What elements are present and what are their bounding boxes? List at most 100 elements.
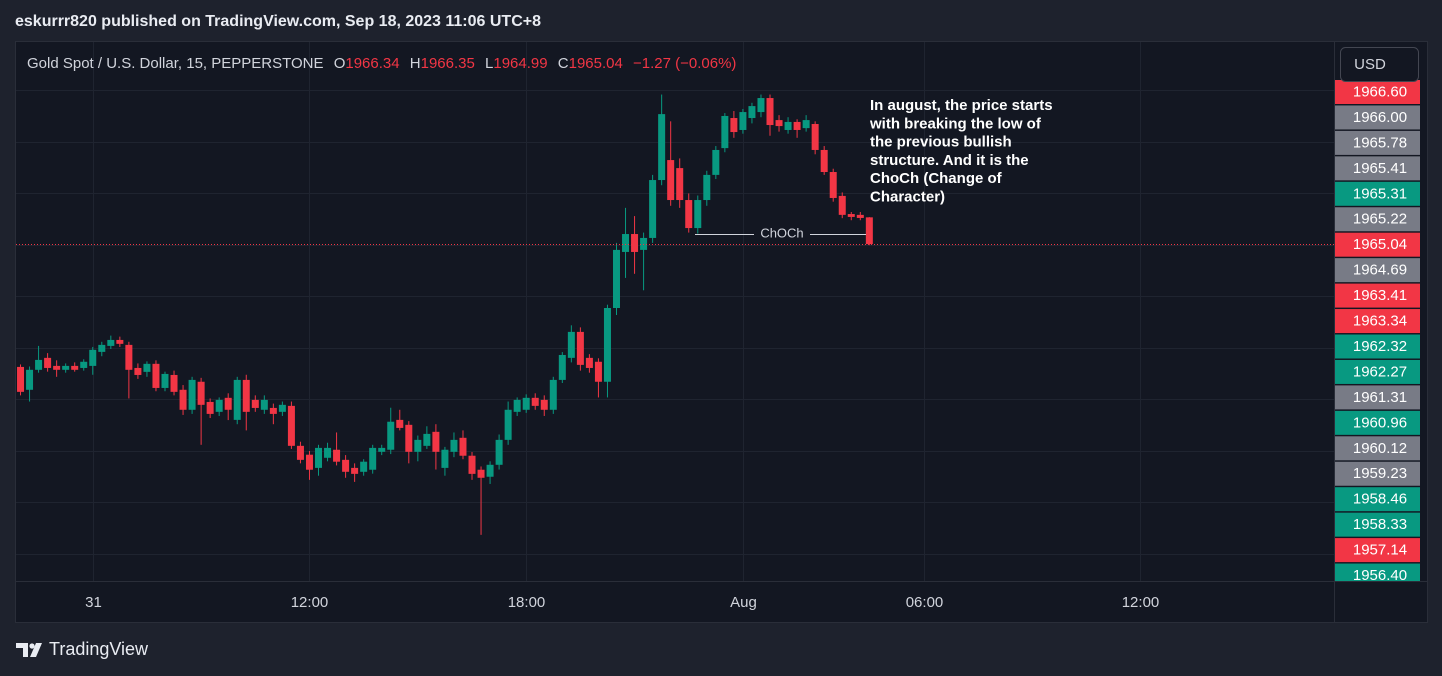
price-badge — [1335, 283, 1420, 308]
price-badge — [1335, 207, 1420, 232]
candle-body — [35, 359, 43, 370]
candle-body — [865, 217, 873, 245]
price-badge-label: 1965.04 — [1353, 236, 1407, 253]
candle-body — [748, 106, 756, 119]
candles — [16, 94, 1334, 535]
candle-body — [585, 357, 593, 368]
change: −1.27 (−0.06%) — [633, 55, 736, 72]
annotation-line: In august, the price starts — [870, 97, 1053, 114]
candle-body — [143, 363, 151, 372]
annotation-line: Character) — [870, 188, 945, 205]
candle-body — [89, 349, 97, 366]
annotation-line: with breaking the low of — [869, 115, 1042, 132]
candle-body — [856, 214, 864, 218]
ohlc-label: C — [558, 55, 569, 72]
currency-button[interactable] — [1340, 47, 1419, 82]
candle-body — [342, 459, 350, 472]
currency-label[interactable]: USD — [1354, 56, 1386, 73]
price-badge-label: 1966.60 — [1353, 83, 1407, 100]
candle-body — [179, 389, 187, 410]
candle-body — [730, 118, 738, 133]
candle-body — [324, 447, 332, 458]
candle-body — [622, 234, 630, 252]
candle-body — [387, 421, 395, 450]
x-tick-label: 06:00 — [906, 594, 944, 611]
candle-body — [504, 409, 512, 440]
candle-body — [98, 344, 106, 352]
candle-body — [829, 172, 837, 198]
logo — [16, 643, 42, 657]
candle-body — [414, 439, 422, 452]
candle-body — [107, 339, 115, 346]
candle-body — [567, 331, 575, 358]
candle-body — [396, 419, 404, 428]
candle-body — [152, 363, 160, 388]
candle-body — [576, 331, 584, 365]
candle-body — [305, 454, 313, 470]
price-badge-label: 1965.78 — [1353, 134, 1407, 151]
level-label: ChOCh — [760, 225, 803, 240]
candle-body — [603, 307, 611, 382]
price-badge — [1335, 436, 1420, 461]
candle-body — [405, 424, 413, 452]
price-badge — [1335, 80, 1420, 104]
price-badge-label: 1965.41 — [1353, 160, 1407, 177]
candle-body — [333, 449, 341, 462]
candle-body — [423, 433, 431, 446]
ohlc-label: H — [410, 55, 421, 72]
price-badge-label: 1959.23 — [1353, 465, 1407, 482]
price-badge — [1335, 181, 1420, 206]
candle-body — [486, 464, 494, 477]
price-badge-label: 1963.34 — [1353, 313, 1407, 330]
candle-body — [631, 234, 639, 252]
x-tick-label: 18:00 — [508, 594, 546, 611]
price-badge — [1335, 410, 1420, 435]
candle-body — [802, 120, 810, 129]
candle-body — [215, 399, 223, 412]
ohlc-value: 1966.34 — [345, 55, 399, 72]
candle-body — [522, 397, 530, 410]
ohlc-value: 1966.35 — [421, 55, 475, 72]
candle-body — [495, 439, 503, 465]
x-tick-label: 12:00 — [291, 594, 329, 611]
price-badge — [1335, 156, 1420, 181]
candle-body — [468, 455, 476, 474]
candle-body — [685, 200, 693, 229]
candle-body — [80, 361, 88, 368]
candle-body — [784, 121, 792, 130]
candle-body — [847, 214, 855, 217]
candle-body — [125, 344, 133, 370]
candle-body — [315, 447, 323, 468]
candle-body — [640, 237, 648, 250]
candle-body — [450, 439, 458, 452]
price-badge — [1335, 385, 1420, 410]
candle-body — [260, 399, 268, 410]
candle-body — [775, 120, 783, 127]
candle-body — [658, 114, 666, 181]
logo-mark — [30, 643, 42, 657]
price-badge — [1335, 105, 1420, 130]
candle-body — [378, 447, 386, 452]
candle-body — [71, 365, 79, 370]
candle-body — [667, 160, 675, 201]
candle-body — [278, 404, 286, 412]
price-badge-label: 1965.31 — [1353, 185, 1407, 202]
price-badge — [1335, 563, 1420, 581]
candle-body — [287, 405, 295, 446]
candle-body — [197, 381, 205, 405]
candle-body — [432, 431, 440, 452]
candle-body — [558, 354, 566, 380]
price-badge — [1335, 258, 1420, 283]
candle-body — [721, 115, 729, 149]
candle-body — [296, 445, 304, 460]
candle-body — [161, 373, 169, 388]
candle-body — [206, 401, 214, 414]
candle-body — [251, 399, 259, 408]
price-badge-label: 1958.46 — [1353, 491, 1407, 508]
annotation-line: ChoCh (Change of — [870, 170, 1003, 187]
candle-body — [224, 397, 232, 410]
candle-body — [676, 168, 684, 201]
candle-body — [838, 195, 846, 215]
price-badge-label: 1957.14 — [1353, 542, 1407, 559]
